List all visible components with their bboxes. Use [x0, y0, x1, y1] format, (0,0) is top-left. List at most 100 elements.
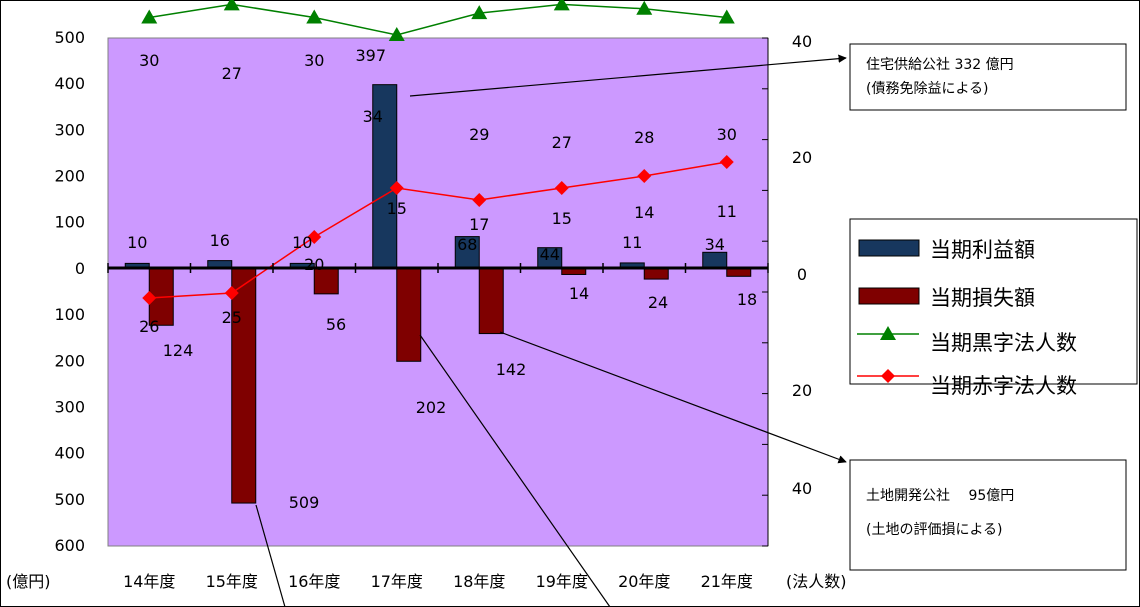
- left-tick-label: 600: [54, 536, 85, 555]
- x-tick-label: 20年度: [618, 572, 670, 591]
- red-count-label: 26: [139, 317, 159, 336]
- plot-area: [107, 37, 769, 547]
- profit-bar: [702, 251, 728, 269]
- right-tick-label: 20: [792, 381, 812, 400]
- left-tick-label: 300: [54, 397, 85, 416]
- black-count-label: 29: [469, 125, 489, 144]
- loss-value-label: 18: [737, 290, 757, 309]
- profit-value-label: 68: [457, 235, 477, 254]
- legend-label: 当期利益額: [930, 238, 1035, 262]
- loss-value-label: 142: [496, 360, 527, 379]
- red-count-marker: [554, 181, 569, 195]
- left-tick-label: 100: [54, 305, 85, 324]
- x-tick-label: 19年度: [536, 572, 588, 591]
- leader-line-15: [255, 504, 286, 607]
- loss-bar: [231, 267, 257, 504]
- profit-value-label: 34: [705, 235, 725, 254]
- red-count-label: 17: [469, 215, 489, 234]
- x-tick-label: 18年度: [453, 572, 505, 591]
- x-tick-label: 17年度: [371, 572, 423, 591]
- left-tick-label: 500: [54, 490, 85, 509]
- annotation-land-line1: 土地開発公社 95億円: [866, 488, 1014, 504]
- black-count-label: 30: [139, 51, 159, 70]
- black-count-marker: [636, 0, 653, 15]
- loss-value-label: 202: [416, 398, 447, 417]
- annotation-housing-line1: 住宅供給公社 332 億円: [866, 57, 1014, 73]
- black-count-label: 27: [222, 64, 242, 83]
- left-tick-label: 100: [54, 213, 85, 232]
- red-count-label: 15: [552, 209, 572, 228]
- black-count-line: [149, 3, 727, 36]
- black-count-marker: [718, 9, 735, 24]
- profit-value-label: 16: [210, 231, 230, 250]
- x-tick-label: 16年度: [288, 572, 340, 591]
- x-tick-label: 21年度: [701, 572, 753, 591]
- profit-value-label: 397: [355, 46, 386, 65]
- legend-swatch-loss: [858, 287, 920, 305]
- red-count-marker: [472, 193, 487, 207]
- black-count-marker: [471, 5, 488, 20]
- red-count-label: 15: [387, 199, 407, 218]
- loss-value-label: 124: [163, 341, 194, 360]
- leader-line-17: [419, 334, 611, 607]
- left-tick-label: 200: [54, 351, 85, 370]
- profit-value-label: 10: [127, 233, 147, 252]
- left-tick-label: 400: [54, 444, 85, 463]
- black-count-label: 30: [717, 125, 737, 144]
- annotation-housing-line2: (債務免除益による): [866, 81, 989, 97]
- red-count-marker: [719, 155, 734, 169]
- loss-value-label: 56: [326, 315, 346, 334]
- left-tick-label: 400: [54, 74, 85, 93]
- legend-label: 当期黒字法人数: [930, 331, 1077, 355]
- black-count-label: 30: [304, 51, 324, 70]
- black-count-marker: [553, 0, 570, 11]
- black-count-label: 28: [634, 128, 654, 147]
- red-count-marker: [142, 291, 157, 305]
- black-count-marker: [141, 9, 158, 24]
- legend-label: 当期損失額: [930, 286, 1035, 310]
- annotation-arrow-land: [499, 331, 847, 464]
- loss-value-label: 509: [289, 493, 320, 512]
- red-count-marker: [389, 181, 404, 195]
- right-axis: 40 20 0 20 40 (法人数): [762, 32, 847, 591]
- right-tick-label: 0: [797, 265, 807, 284]
- profit-value-label: 10: [292, 233, 312, 252]
- black-count-label: 27: [552, 133, 572, 152]
- left-tick-label: 200: [54, 167, 85, 186]
- right-tick-label: 40: [792, 479, 812, 498]
- red-count-label: 20: [304, 255, 324, 274]
- right-tick-label: 40: [792, 32, 812, 51]
- red-count-label: 25: [222, 308, 242, 327]
- right-tick-label: 20: [792, 148, 812, 167]
- data-labels-layer: 10 16 10 397 68 44 11 34 124 509 56 202 142 14 24 18 30 2…: [127, 46, 757, 512]
- red-count-label: 11: [717, 202, 737, 221]
- red-count-label: 14: [634, 203, 654, 222]
- legend-swatch-profit: [858, 239, 920, 257]
- right-axis-unit: (法人数): [786, 572, 847, 591]
- left-axis-unit: (億円): [6, 572, 51, 591]
- annotation-box-land: [849, 459, 1127, 571]
- legend-label: 当期赤字法人数: [930, 374, 1077, 398]
- red-count-marker: [637, 169, 652, 183]
- black-count-marker: [388, 27, 405, 41]
- left-tick-label: 300: [54, 120, 85, 139]
- x-tick-label: 14年度: [123, 572, 175, 591]
- annotation-arrow-housing: [409, 54, 847, 97]
- red-count-line: [149, 161, 727, 299]
- black-count-marker: [306, 9, 323, 24]
- legend-marker-black: [880, 326, 896, 340]
- loss-bar: [478, 267, 504, 335]
- loss-bar: [396, 267, 422, 362]
- black-count-label: 34: [363, 107, 383, 126]
- loss-value-label: 14: [569, 284, 589, 303]
- lines-layer: [141, 0, 735, 305]
- profit-value-label: 44: [540, 245, 560, 264]
- x-axis: 14年度 15年度 16年度 17年度 18年度 19年度 20年度 21年度: [107, 263, 769, 591]
- loss-value-label: 24: [648, 293, 668, 312]
- left-tick-label: 500: [54, 28, 85, 47]
- annotation-box-housing: [849, 43, 1127, 111]
- left-axis: 500 400 300 200 100 0 100 200 300 400 500 600(億円): [6, 28, 85, 591]
- black-count-marker: [223, 0, 240, 11]
